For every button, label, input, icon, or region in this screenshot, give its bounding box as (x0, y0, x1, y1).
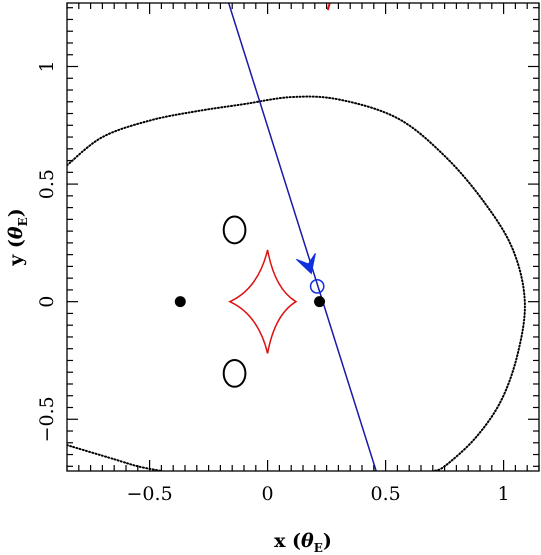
x-tick-label: 0.5 (370, 483, 400, 505)
lensed-image-2 (222, 358, 247, 388)
trajectory-arrow (295, 253, 316, 275)
y-tick-label: 1 (36, 60, 58, 72)
y-tick-label: 0.5 (36, 169, 58, 199)
caustic-fragment (326, 3, 331, 11)
x-axis-label: x (θE) (274, 530, 332, 555)
lensed-image-1 (222, 215, 247, 245)
y-tick-label: −0.5 (36, 396, 58, 442)
outer-contour (67, 95, 526, 471)
axis-tick-labels: −0.5 0 0.5 1 −0.5 0 0.5 1 (36, 60, 510, 505)
outer-contour-lower-left (67, 444, 163, 471)
x-tick-label: −0.5 (127, 483, 173, 505)
lens-mass-2 (314, 296, 326, 308)
y-tick-label: 0 (36, 296, 58, 308)
axis-ticks (66, 3, 540, 471)
plot-area (67, 3, 526, 471)
lens-mass-1 (174, 296, 186, 308)
source-trajectory (227, 3, 377, 471)
x-tick-label: 0 (262, 483, 274, 505)
source-marker (309, 279, 325, 294)
y-axis-label: y (θE) (5, 208, 30, 267)
x-tick-label: 1 (498, 483, 510, 505)
caustic-curve (228, 249, 298, 354)
